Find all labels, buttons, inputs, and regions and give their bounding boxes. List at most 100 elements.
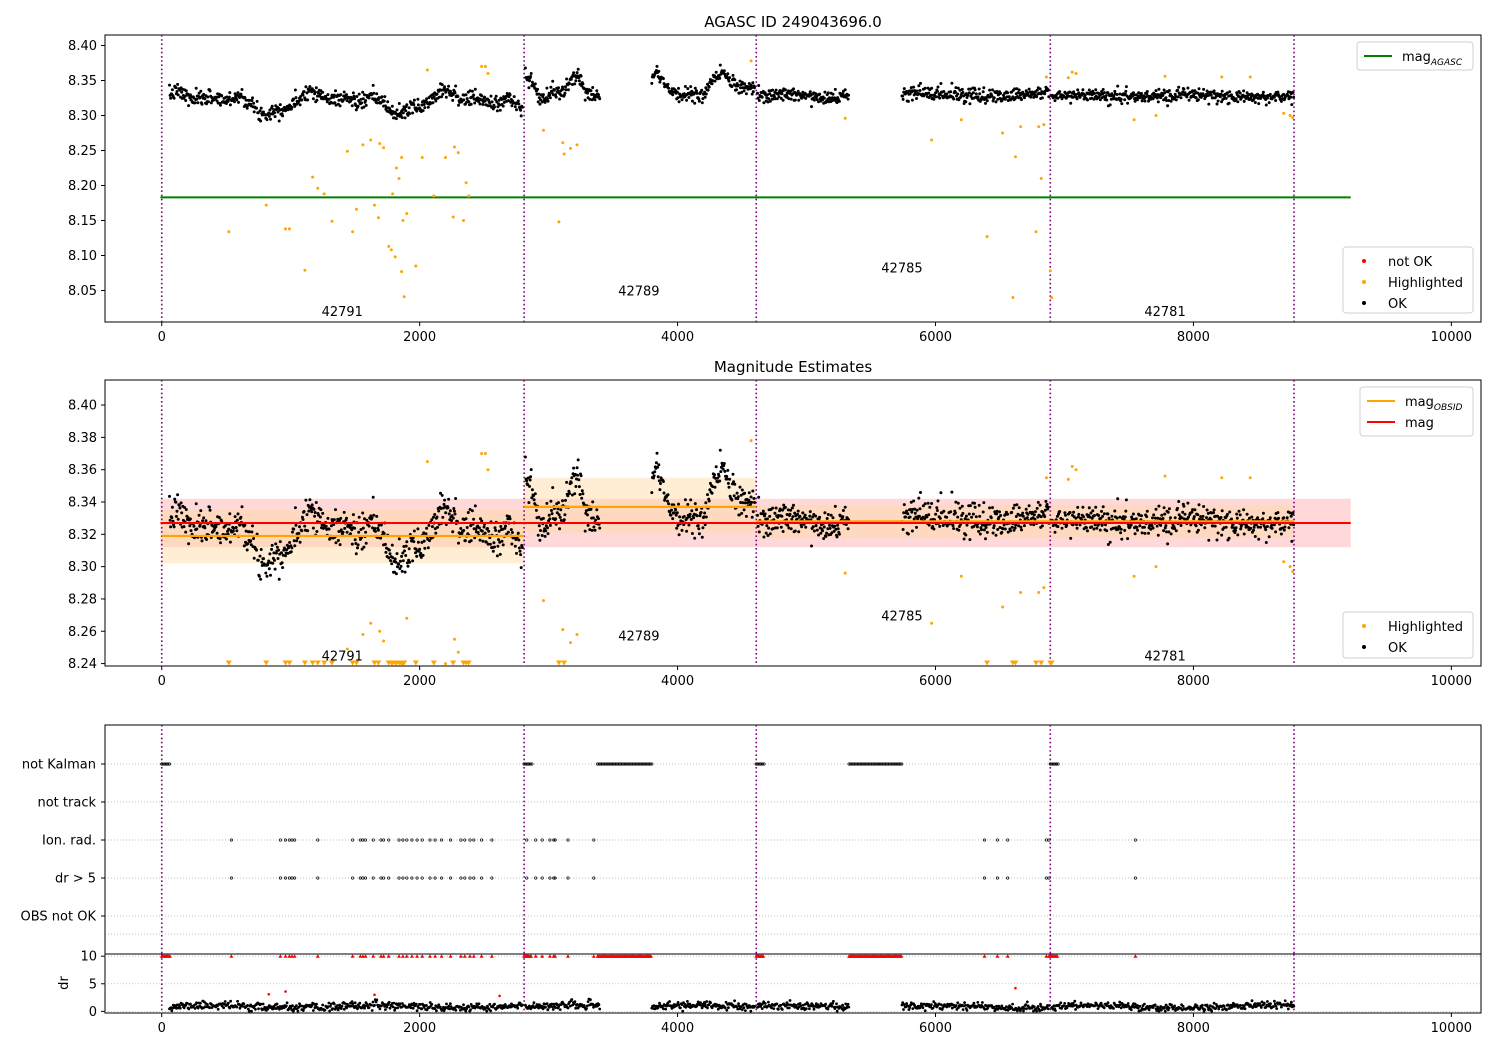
ok-point bbox=[731, 73, 735, 77]
ok-point bbox=[539, 529, 542, 532]
ok-point bbox=[203, 526, 207, 530]
dr-ok-point bbox=[182, 1006, 186, 1010]
ok-point bbox=[300, 529, 304, 533]
ok-point bbox=[964, 533, 968, 537]
ok-point bbox=[984, 537, 987, 541]
ok-point bbox=[1276, 511, 1280, 515]
ok-point bbox=[1290, 539, 1294, 543]
dr-ok-point bbox=[976, 1001, 980, 1004]
ok-point bbox=[704, 92, 708, 96]
middle-legend-box bbox=[1359, 386, 1474, 437]
ok-point bbox=[1212, 511, 1215, 515]
ok-point bbox=[1017, 96, 1021, 100]
dr-ok-point bbox=[808, 1007, 811, 1011]
dr-ok-point bbox=[342, 1007, 346, 1011]
dr-ok-point bbox=[187, 1007, 191, 1011]
ok-point bbox=[808, 514, 812, 518]
ok-point bbox=[1089, 511, 1093, 515]
ok-point bbox=[231, 529, 235, 533]
ok-point bbox=[829, 513, 833, 517]
dr-ok-point bbox=[787, 1006, 791, 1010]
highlighted-point bbox=[1291, 116, 1295, 120]
ok-point bbox=[227, 527, 231, 531]
flag-marker bbox=[397, 876, 401, 880]
ok-point bbox=[1019, 525, 1023, 529]
ok-point bbox=[361, 90, 365, 94]
ok-point bbox=[292, 527, 296, 531]
ok-point bbox=[915, 89, 919, 93]
ok-point bbox=[1228, 90, 1232, 94]
highlighted-point bbox=[425, 460, 429, 464]
ok-point bbox=[1102, 512, 1106, 516]
ok-point bbox=[277, 119, 281, 123]
ok-point bbox=[1138, 524, 1142, 528]
ok-point bbox=[598, 526, 602, 530]
ok-point bbox=[781, 98, 785, 102]
ok-point bbox=[543, 100, 547, 104]
ok-point bbox=[715, 476, 719, 480]
dr-ok-point bbox=[832, 999, 835, 1003]
ok-point bbox=[723, 469, 727, 473]
ok-point bbox=[388, 552, 392, 556]
ok-point bbox=[532, 498, 536, 502]
highlighted-point bbox=[575, 633, 579, 636]
flag-marker bbox=[161, 762, 165, 766]
ok-point bbox=[208, 89, 212, 93]
highlighted-point bbox=[1220, 476, 1224, 480]
highlighted-point bbox=[425, 68, 429, 72]
ok-point bbox=[1242, 532, 1246, 536]
highlighted-point bbox=[387, 244, 391, 248]
ok-point bbox=[1279, 99, 1283, 103]
ok-point bbox=[982, 86, 986, 90]
ok-point bbox=[808, 90, 812, 94]
highlighted-point bbox=[1001, 605, 1005, 609]
ok-point bbox=[396, 565, 399, 569]
ok-point bbox=[658, 80, 662, 84]
ok-point bbox=[1281, 526, 1284, 530]
ok-point bbox=[281, 553, 285, 557]
ok-point bbox=[496, 544, 500, 548]
ok-point bbox=[339, 93, 343, 97]
ok-point bbox=[658, 488, 662, 492]
ok-point bbox=[935, 506, 939, 510]
ok-point bbox=[536, 100, 540, 104]
ok-point bbox=[593, 98, 597, 102]
ok-point bbox=[1207, 102, 1211, 106]
ok-point bbox=[1189, 523, 1193, 527]
ok-point bbox=[1179, 96, 1183, 100]
ok-point bbox=[503, 526, 507, 530]
ok-point bbox=[444, 95, 448, 99]
ok-point bbox=[775, 526, 779, 530]
ok-point bbox=[817, 533, 820, 537]
ok-point bbox=[695, 508, 698, 512]
ok-point bbox=[800, 96, 804, 100]
ok-point bbox=[1196, 528, 1200, 532]
dr-ok-point bbox=[378, 1007, 382, 1011]
ok-point bbox=[737, 91, 741, 95]
ok-point bbox=[408, 560, 412, 564]
ok-point bbox=[468, 508, 472, 511]
dr-ok-point bbox=[961, 1008, 965, 1011]
ok-point bbox=[1018, 93, 1022, 97]
flag-marker bbox=[592, 876, 596, 880]
ok-point bbox=[530, 80, 534, 84]
flag-marker bbox=[759, 762, 763, 766]
ok-point bbox=[314, 501, 318, 504]
ok-point bbox=[577, 79, 581, 83]
ok-point bbox=[1234, 526, 1238, 530]
ok-point bbox=[280, 561, 284, 565]
dr-ok-point bbox=[353, 1001, 357, 1005]
ok-point bbox=[364, 103, 368, 107]
dr-ok-point bbox=[417, 1006, 420, 1010]
ok-point bbox=[756, 96, 760, 100]
ok-point bbox=[361, 511, 365, 515]
mag-obsid-band bbox=[524, 477, 757, 533]
ok-point bbox=[740, 488, 744, 492]
ok-point bbox=[1120, 537, 1124, 541]
ok-point bbox=[1288, 511, 1292, 515]
ok-point bbox=[513, 105, 517, 109]
ok-point bbox=[833, 87, 837, 91]
ok-point bbox=[1196, 513, 1200, 517]
ok-point bbox=[379, 536, 383, 540]
ok-point bbox=[1245, 512, 1249, 516]
